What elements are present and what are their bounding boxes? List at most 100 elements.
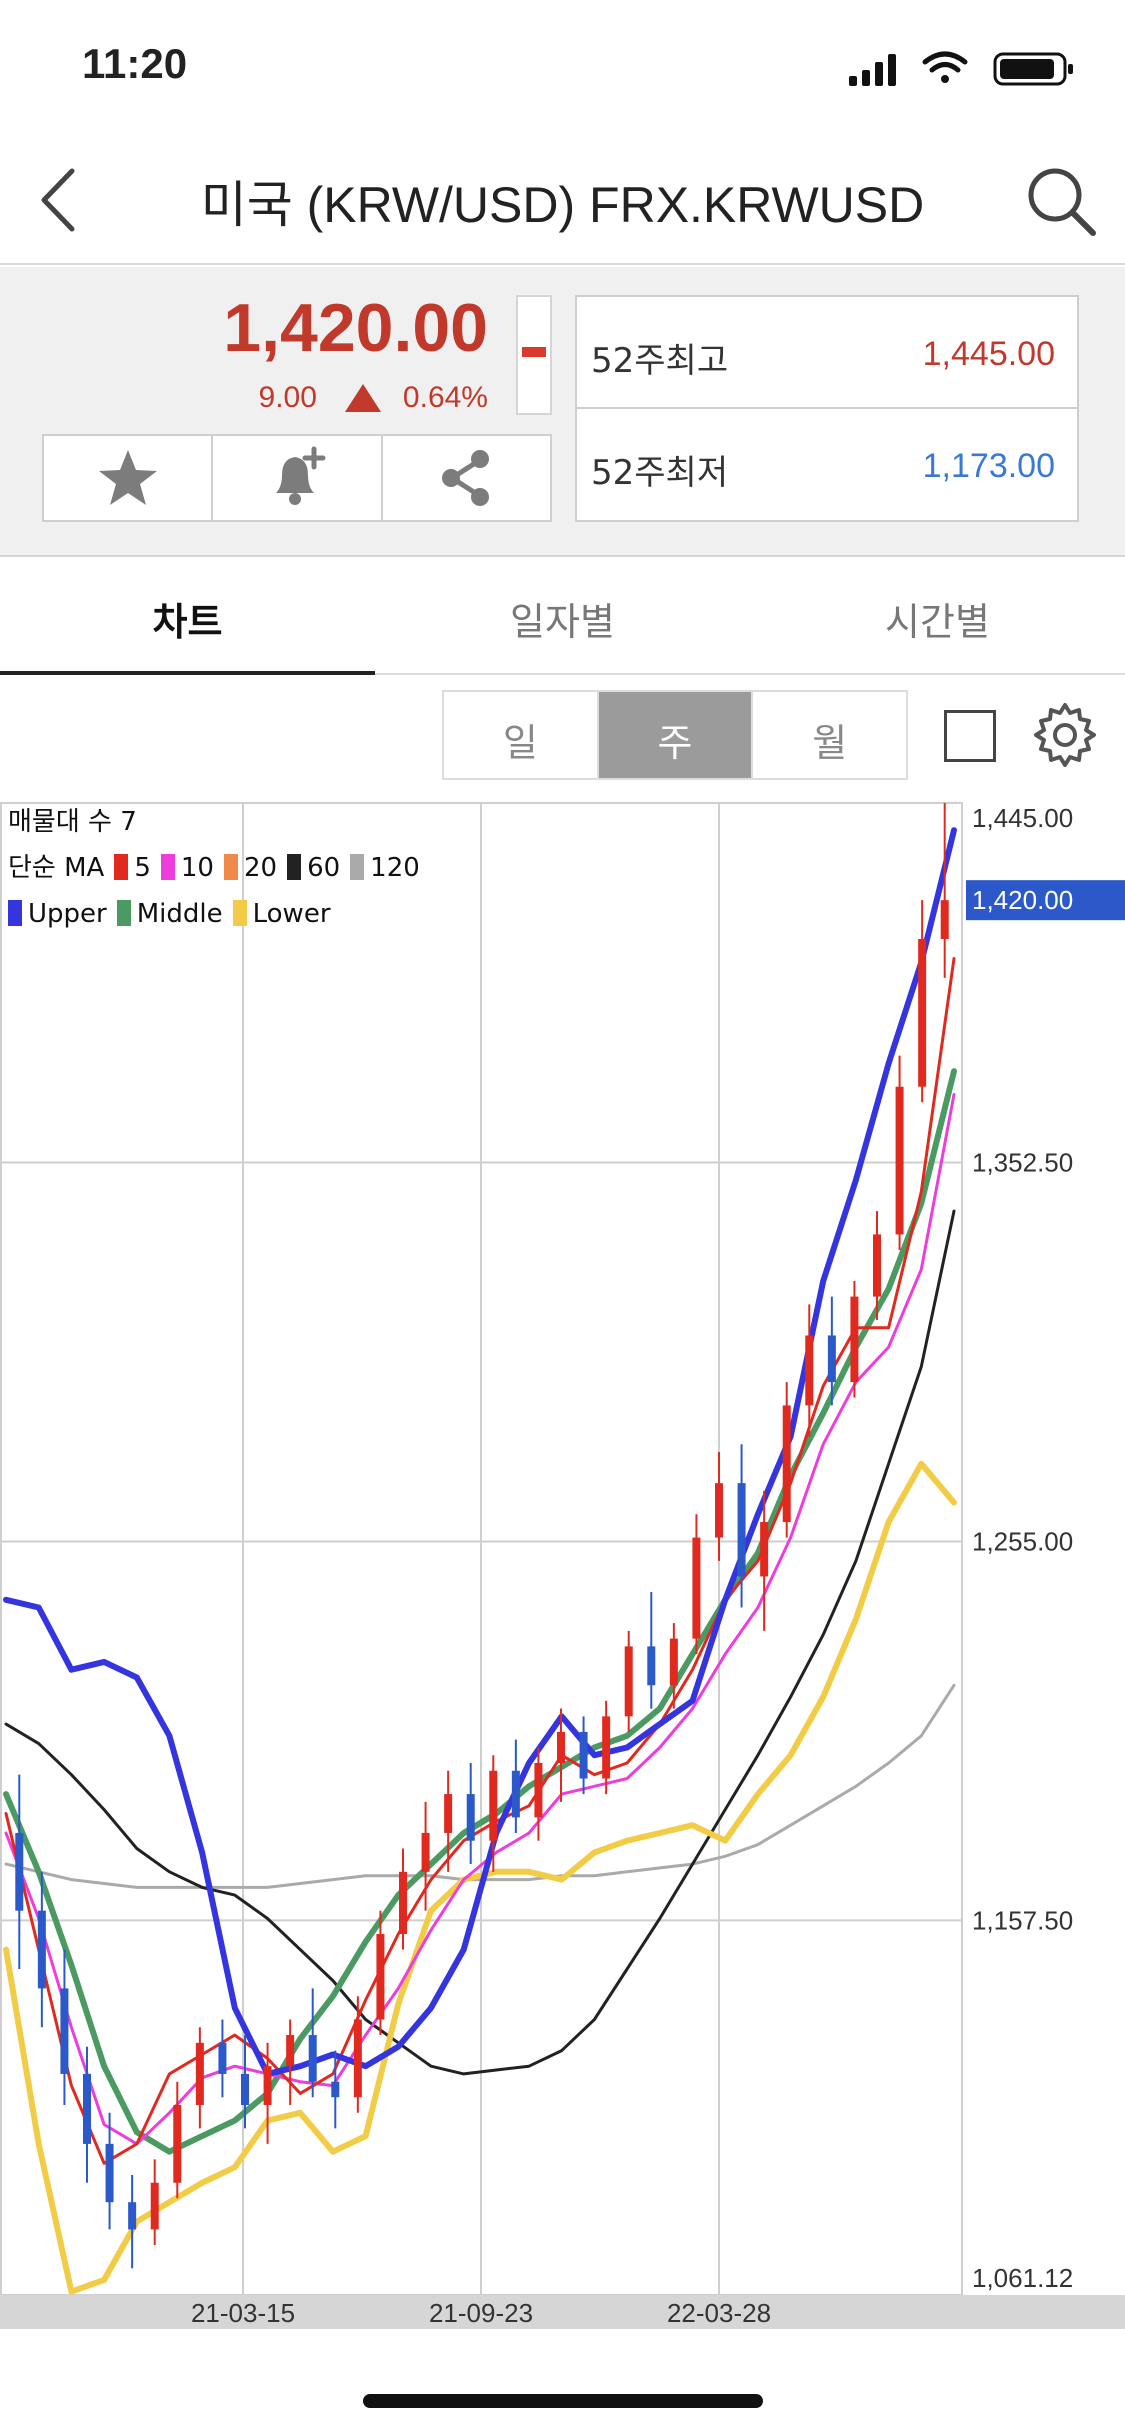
chart-settings-button[interactable] xyxy=(1030,700,1100,770)
candle-body xyxy=(511,1770,520,1818)
candle-body xyxy=(873,1234,881,1297)
chart-candles xyxy=(15,803,949,2269)
candle-body xyxy=(624,1646,633,1717)
legend-ma5: 5 xyxy=(134,853,151,883)
legend-middle: Middle xyxy=(136,899,223,929)
candle-body xyxy=(105,2143,114,2203)
candle-body xyxy=(173,2105,182,2183)
candle-body xyxy=(850,1296,859,1383)
week52-low-value: 1,173.00 xyxy=(922,447,1055,485)
candle-body xyxy=(895,1086,904,1235)
candle-body xyxy=(150,2182,159,2230)
candle-body xyxy=(805,1335,814,1406)
candle-body xyxy=(940,900,949,940)
candle-body xyxy=(331,2081,340,2098)
price-chart[interactable]: 1,445.00 1,352.50 1,255.00 1,157.50 1,061.12… xyxy=(0,795,1125,2335)
chart-legend: 매물대 수 7 단순 MA 5 10 20 60 120 Upper Middle Lower xyxy=(8,799,420,937)
candle-body xyxy=(466,1794,475,1841)
y-tick-label: 1,445.00 xyxy=(972,803,1073,833)
tab-chart[interactable]: 차트 xyxy=(0,559,375,675)
legend-volume-profile-label: 매물대 수 7 xyxy=(8,807,137,837)
legend-ma-label: 단순 MA xyxy=(8,853,105,883)
x-tick-label: 22-03-28 xyxy=(667,2298,771,2328)
period-month-button[interactable]: 월 xyxy=(812,721,848,765)
candle-body xyxy=(557,1731,565,1763)
week52-high-value: 1,445.00 xyxy=(922,335,1055,373)
status-flag xyxy=(516,295,552,415)
candle-body xyxy=(376,1934,385,2020)
bell-plus-icon xyxy=(275,446,326,505)
alert-button[interactable] xyxy=(213,436,383,520)
legend-swatch-ma60 xyxy=(287,854,302,880)
week52-high-row: 52주최고 1,445.00 xyxy=(577,297,1077,409)
period-day-button[interactable]: 일 xyxy=(444,692,599,778)
candle-body xyxy=(534,1762,543,1818)
legend-ma10: 10 xyxy=(180,853,214,883)
series-line-120 xyxy=(4,1683,956,1889)
y-tick-label: 1,157.50 xyxy=(972,1905,1073,1935)
candle-body xyxy=(692,1537,701,1639)
tab-bar: 차트 일자별 시간별 xyxy=(0,559,1125,675)
share-icon xyxy=(442,450,490,506)
series-line-60 xyxy=(4,1209,956,2076)
candle-body xyxy=(263,2066,272,2106)
period-week-button[interactable]: 주 xyxy=(598,692,754,778)
candle-body xyxy=(489,1770,498,1841)
legend-swatch-ma5 xyxy=(114,854,129,880)
week52-high-label: 52주최고 xyxy=(591,341,729,381)
y-tick-label: 1,255.00 xyxy=(972,1526,1073,1556)
legend-swatch-upper xyxy=(8,900,22,926)
page-title: 미국 (KRW/USD) FRX.KRWUSD xyxy=(200,177,925,233)
nav-header: 미국 (KRW/USD) FRX.KRWUSD xyxy=(0,135,1125,265)
flag-mark xyxy=(522,347,546,357)
battery-icon xyxy=(993,52,1073,86)
candle-body xyxy=(782,1405,791,1523)
search-button[interactable] xyxy=(1015,155,1105,245)
candle-body xyxy=(241,2073,249,2106)
legend-row-bollinger: Upper Middle Lower xyxy=(8,891,420,937)
legend-swatch-ma10 xyxy=(160,854,175,880)
current-price-label: 1,420.00 xyxy=(972,885,1073,915)
series-line-10 xyxy=(4,1093,956,2146)
candle-body xyxy=(128,2202,137,2230)
candle-body xyxy=(195,2042,204,2106)
x-tick-label: 21-09-23 xyxy=(429,2298,533,2328)
signal-icon xyxy=(849,54,896,86)
series-line-upper xyxy=(3,827,957,2077)
candle-body xyxy=(218,2042,227,2074)
tab-hourly[interactable]: 시간별 xyxy=(885,600,990,644)
chart-canvas[interactable]: 1,445.00 1,352.50 1,255.00 1,157.50 1,061.12… xyxy=(0,795,1125,2335)
y-tick-label: 1,061.12 xyxy=(972,2263,1073,2293)
candle-body xyxy=(715,1483,723,1538)
search-icon xyxy=(1028,168,1096,236)
candle-body xyxy=(60,1988,69,2074)
tab-daily[interactable]: 일자별 xyxy=(510,600,615,644)
back-button[interactable] xyxy=(20,155,110,245)
legend-upper: Upper xyxy=(28,899,107,929)
candle-body xyxy=(399,1871,407,1935)
candle-body xyxy=(37,1910,46,1989)
series-line-5 xyxy=(4,957,956,2165)
candle-body xyxy=(602,1716,611,1779)
action-buttons xyxy=(42,434,552,522)
share-button[interactable] xyxy=(383,436,550,520)
candle-body xyxy=(83,2073,91,2144)
legend-ma120: 120 xyxy=(370,853,420,883)
x-tick-label: 21-03-15 xyxy=(191,2298,295,2328)
chart-axes: 1,445.00 1,352.50 1,255.00 1,157.50 1,061.12… xyxy=(0,803,1125,2329)
legend-row-volume-profile: 매물대 수 7 xyxy=(8,799,420,845)
home-indicator[interactable] xyxy=(363,2394,763,2408)
chart-lines xyxy=(3,827,957,2295)
legend-swatch-middle xyxy=(116,900,131,926)
candle-body xyxy=(421,1832,430,1872)
chart-option-checkbox[interactable] xyxy=(944,710,996,762)
candle-body xyxy=(579,1731,588,1779)
legend-swatch-lower xyxy=(232,900,247,926)
favorite-button[interactable] xyxy=(44,436,214,520)
candle-body xyxy=(353,2019,362,2098)
candle-body xyxy=(827,1335,836,1383)
current-price-badge xyxy=(966,880,1125,921)
current-price: 1,420.00 xyxy=(223,290,488,366)
star-icon xyxy=(98,450,157,505)
status-icons xyxy=(849,51,1073,86)
